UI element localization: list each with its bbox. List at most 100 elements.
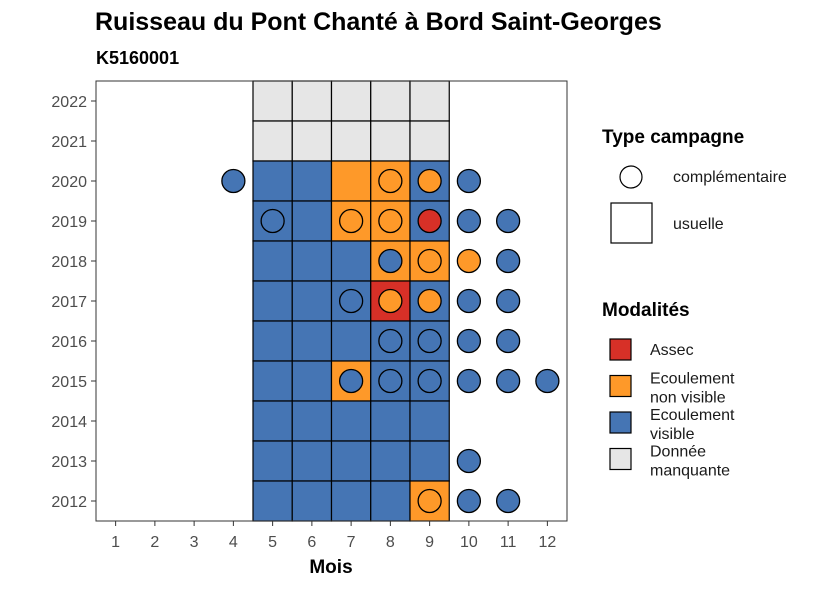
tile-2022-6 (291, 80, 333, 122)
legend-type-label-usuelle: usuelle (673, 216, 724, 233)
tile-2021-6 (291, 120, 333, 162)
tile-2020-5 (252, 160, 293, 202)
y-tick-label: 2021 (51, 134, 87, 151)
y-tick-label: 2022 (51, 94, 87, 111)
y-tick-label: 2016 (51, 334, 87, 351)
point-2019-9 (417, 208, 442, 234)
tile-2018-5 (252, 240, 293, 282)
x-tick-label: 7 (347, 534, 356, 551)
point-2015-7 (338, 368, 364, 394)
point-2015-11 (495, 368, 521, 394)
tile-2014-6 (291, 400, 333, 442)
point-2016-11 (495, 328, 521, 354)
legend-modalite-label-3: Donnée manquante (650, 444, 730, 480)
x-tick-label: 10 (460, 534, 478, 551)
tile-2020-7 (330, 160, 372, 202)
x-tick-label: 4 (229, 534, 238, 551)
tile-2018-6 (291, 240, 333, 282)
y-tick-label: 2019 (51, 214, 87, 231)
point-2020-9 (417, 168, 442, 194)
axes: 2012 2013 2014 2015 2016 2017 2018 2019 2020 2021… (51, 80, 568, 551)
legend-modalite-label-1: Ecoulement non visible (650, 371, 735, 407)
point-2020-8 (378, 168, 403, 194)
point-2020-10 (456, 168, 482, 194)
y-tick-label: 2018 (51, 254, 87, 271)
x-tick-label: 9 (425, 534, 434, 551)
tile-2016-6 (291, 320, 333, 362)
tile-2021-7 (330, 120, 372, 162)
tile-2013-7 (330, 440, 372, 482)
x-tick-label: 5 (268, 534, 277, 551)
tile-2022-5 (252, 80, 293, 122)
point-2020-4 (221, 168, 246, 194)
y-tick-label: 2012 (51, 494, 87, 511)
y-tick-label: 2014 (51, 414, 87, 431)
point-2018-10 (456, 248, 482, 274)
legend-swatch-1 (609, 374, 632, 398)
legend-type-title: Type campagne (602, 127, 744, 148)
tile-2013-9 (409, 440, 450, 482)
tile-2021-5 (252, 120, 293, 162)
tile-2012-8 (370, 480, 411, 522)
legend-modalites: Modalités Assec Ecoulement non visibleEcou… (602, 300, 735, 480)
x-tick-label: 12 (538, 534, 556, 551)
tile-2021-8 (370, 120, 411, 162)
point-2015-8 (378, 368, 403, 394)
tile-2015-6 (291, 360, 333, 402)
legend-swatch-0 (609, 338, 632, 361)
point-2019-5 (260, 208, 285, 234)
y-tick-label: 2013 (51, 454, 87, 471)
x-axis-title: Mois (309, 557, 352, 578)
tile-2022-9 (409, 80, 450, 122)
tile-2013-6 (291, 440, 333, 482)
tile-2014-7 (330, 400, 372, 442)
tile-2015-7 (330, 360, 372, 402)
tile-2014-5 (252, 400, 293, 442)
y-tick-label: 2017 (51, 294, 87, 311)
tile-2015-5 (252, 360, 293, 402)
point-2015-10 (456, 368, 482, 394)
tile-2022-7 (330, 80, 372, 122)
point-2012-10 (456, 488, 482, 514)
legend-circle-symbol (619, 165, 643, 189)
chart-subtitle: K5160001 (96, 48, 179, 68)
x-tick-label: 8 (386, 534, 395, 551)
x-tick-label: 11 (500, 534, 517, 551)
tile-2014-8 (370, 400, 411, 442)
point-2017-10 (456, 288, 482, 314)
tile-2021-9 (409, 120, 450, 162)
tile-2017-5 (252, 280, 293, 322)
point-2012-11 (495, 488, 521, 514)
x-tick-label: 2 (150, 534, 159, 551)
x-tick-label: 1 (111, 534, 120, 551)
point-2013-10 (456, 448, 482, 474)
legend-square-symbol (610, 202, 653, 244)
legend-modalites-title: Modalités (602, 300, 690, 321)
tile-2018-9 (409, 240, 450, 282)
point-2017-7 (338, 288, 364, 314)
x-tick-label: 6 (307, 534, 316, 551)
point-2016-10 (456, 328, 482, 354)
point-2015-9 (417, 368, 442, 394)
legend-swatch-2 (609, 411, 632, 434)
tile-2013-5 (252, 440, 293, 482)
plot-area (221, 80, 560, 522)
legend-type-campagne: Type campagne complémentaire usuelle (602, 127, 787, 244)
tile-2016-5 (252, 320, 293, 362)
tile-2022-8 (370, 80, 411, 122)
legend-swatch-3 (609, 447, 632, 471)
tile-2012-7 (330, 480, 372, 522)
legend-type-label-complementaire: complémentaire (673, 169, 787, 186)
point-2018-9 (417, 248, 442, 274)
point-2019-7 (338, 208, 364, 234)
tile-2012-5 (252, 480, 293, 522)
point-2018-8 (378, 248, 403, 274)
legend-modalite-label-2: Ecoulement visible (650, 407, 735, 443)
tile-2013-8 (370, 440, 411, 482)
chart-title: Ruisseau du Pont Chanté à Bord Saint-Geo… (95, 8, 662, 36)
tile-2018-7 (330, 240, 372, 282)
point-2016-8 (378, 328, 403, 354)
legend-modalite-label-0: Assec (650, 342, 694, 359)
tile-2012-6 (291, 480, 333, 522)
